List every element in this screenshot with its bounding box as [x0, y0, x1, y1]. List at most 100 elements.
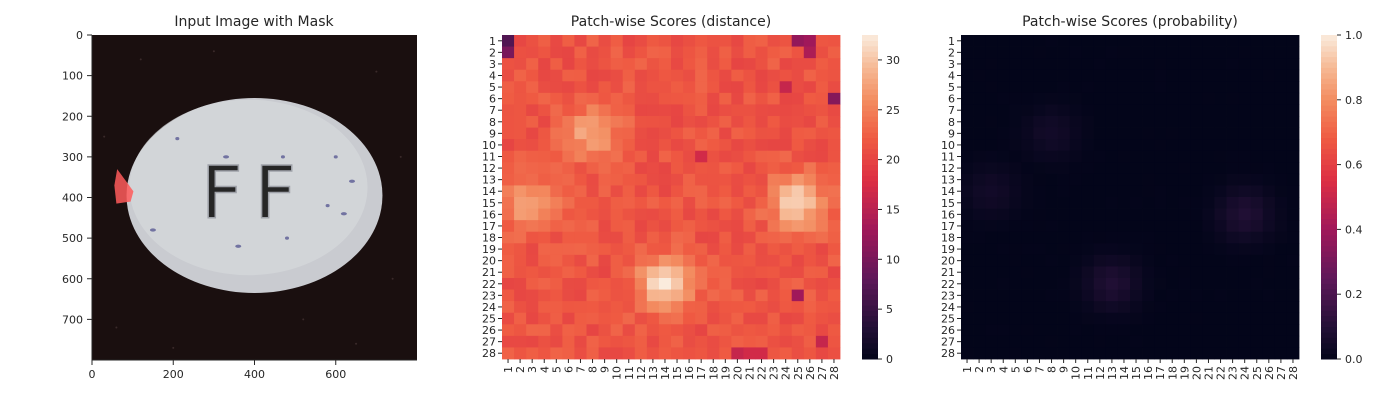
heatmap-cell [586, 81, 599, 94]
heatmap-cell [1093, 289, 1107, 302]
heatmap-cell [1117, 173, 1131, 186]
heatmap-cell [1286, 208, 1300, 221]
heatmap-cell [502, 162, 515, 175]
heatmap-cell [1057, 162, 1071, 175]
colorbar-segment [862, 245, 878, 252]
heatmap-cell [997, 150, 1010, 163]
y-tick-label: 600 [62, 273, 83, 286]
colorbar-segment [1321, 202, 1337, 209]
heatmap-cell [743, 312, 756, 325]
heatmap-cell [1238, 69, 1252, 82]
heatmap-cell [767, 92, 781, 105]
heatmap-cell [1262, 139, 1276, 152]
y-tick-label: 26 [482, 324, 496, 337]
heatmap-cell [598, 289, 612, 302]
heatmap-cell [1069, 46, 1083, 59]
heatmap-cell [1190, 266, 1203, 279]
heatmap-cell [973, 69, 986, 82]
heatmap-cell [719, 278, 732, 290]
heatmap-cell [815, 104, 829, 117]
heatmap-cell [719, 139, 732, 152]
heatmap-cell [1009, 243, 1022, 256]
heatmap-cell [1250, 312, 1264, 325]
y-tick-label: 10 [941, 139, 955, 152]
heatmap-cell [1081, 243, 1095, 256]
heatmap-cell [1081, 173, 1095, 186]
y-tick-label: 4 [489, 70, 496, 83]
heatmap-cell [815, 266, 829, 279]
heatmap-cell [961, 46, 974, 59]
heatmap-cell [961, 69, 974, 82]
x-tick-label: 23 [1227, 366, 1240, 380]
heatmap-cell [731, 58, 744, 71]
heatmap-cell [646, 46, 660, 59]
heatmap-cell [1214, 243, 1227, 256]
heatmap-cell [502, 185, 515, 198]
heatmap-cell [997, 278, 1010, 290]
heatmap-cell [634, 81, 648, 94]
x-tick-label: 27 [1275, 366, 1288, 380]
heatmap-cell [1250, 139, 1264, 152]
heatmap-cell [779, 92, 793, 105]
heatmap-cell [1190, 254, 1203, 267]
heatmap-cell [514, 231, 527, 244]
heatmap-cell [1262, 104, 1276, 117]
heatmap-cell [1262, 231, 1276, 244]
heatmap-cell [803, 35, 817, 47]
colorbar-segment [862, 72, 878, 79]
heatmap-cell [1105, 150, 1119, 163]
heatmap-cell [1081, 81, 1095, 94]
heatmap-cell [1045, 46, 1058, 59]
heatmap-cell [1250, 104, 1264, 117]
heatmap-cell [743, 301, 756, 314]
heatmap-cell [707, 266, 720, 279]
heatmap-cell [1166, 81, 1179, 94]
heatmap-cell [671, 335, 684, 348]
heatmap-cell [1190, 104, 1203, 117]
heatmap-cell [1081, 289, 1095, 302]
colorbar-segment [1321, 207, 1337, 214]
heatmap-cell [1045, 312, 1058, 325]
heatmap-cell [1214, 35, 1227, 47]
heatmap-cell [622, 173, 636, 186]
heatmap-cell [538, 197, 551, 209]
heatmap-cell [827, 81, 841, 94]
heatmap-cell [550, 324, 563, 337]
heatmap-cell [719, 266, 732, 279]
heatmap-cell [1105, 243, 1119, 256]
heatmap-cell [1202, 335, 1215, 348]
heatmap-cell [586, 127, 599, 140]
panel-title: Input Image with Mask [174, 14, 334, 30]
heatmap-cell [526, 231, 539, 244]
heatmap-cell [1274, 278, 1288, 290]
heatmap-cell [827, 312, 841, 325]
heatmap-cell [634, 347, 648, 360]
heatmap-cell [658, 243, 672, 256]
heatmap-cell [671, 347, 684, 360]
heatmap-cell [1262, 92, 1276, 105]
heatmap-cell [671, 243, 684, 256]
colorbar-segment [862, 283, 878, 290]
heatmap-cell [562, 335, 575, 348]
heatmap-cell [1202, 81, 1215, 94]
heatmap-cell [743, 347, 756, 360]
heatmap-cell [646, 208, 660, 221]
x-tick-label: 15 [671, 366, 684, 380]
heatmap-cell [1093, 347, 1107, 360]
heatmap-cell [1081, 185, 1095, 198]
colorbar-segment [1321, 310, 1337, 317]
heatmap-cell [707, 208, 720, 221]
heatmap-cell [815, 116, 829, 128]
heatmap-cell [1154, 35, 1167, 47]
heatmap-cell [1093, 173, 1107, 186]
heatmap-cell [1262, 81, 1276, 94]
heatmap-cell [961, 150, 974, 163]
heatmap-cell [743, 243, 756, 256]
heatmap-cell [1286, 116, 1300, 128]
heatmap-cell [1286, 289, 1300, 302]
heatmap-cell [827, 162, 841, 175]
heatmap-cell [791, 301, 805, 314]
heatmap-cell [1142, 104, 1155, 117]
heatmap-cell [526, 347, 539, 360]
heatmap-cell [1021, 127, 1034, 140]
